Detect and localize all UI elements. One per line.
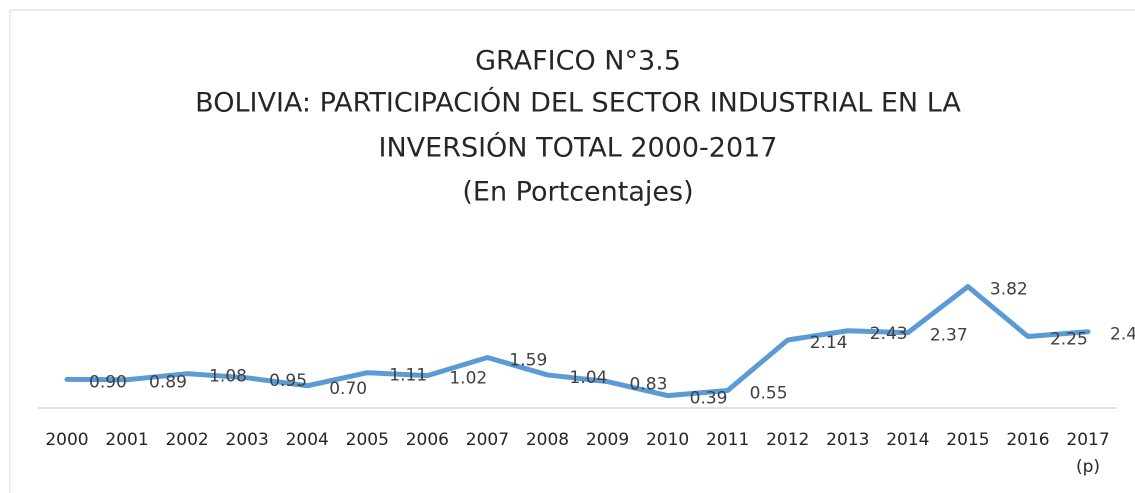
x-tick-label: 2001 (105, 430, 148, 450)
data-label: 2.40 (1110, 325, 1135, 345)
x-tick-label: 2014 (886, 430, 929, 450)
data-label: 2.37 (930, 326, 968, 346)
data-label: 0.89 (149, 373, 187, 393)
data-label: 0.95 (269, 371, 307, 391)
data-label: 1.04 (569, 368, 607, 388)
x-tick-label: 2016 (1006, 430, 1049, 450)
x-tick-label: 2013 (826, 430, 869, 450)
data-label: 1.02 (449, 369, 487, 389)
x-tick-label: 2007 (466, 430, 509, 450)
x-tick-label: 2017 (p) (1066, 430, 1109, 477)
x-tick-label: 2008 (526, 430, 569, 450)
x-tick-label: 2011 (706, 430, 749, 450)
data-label: 2.25 (1050, 330, 1088, 350)
x-tick-label: 2004 (286, 430, 329, 450)
x-tick-label: 2000 (45, 430, 88, 450)
data-label: 2.14 (810, 333, 848, 353)
chart-border (9, 9, 1135, 493)
x-tick-label: 2002 (165, 430, 208, 450)
data-label: 0.55 (750, 384, 788, 404)
data-label: 2.43 (870, 324, 908, 344)
x-tick-label: 2005 (346, 430, 389, 450)
x-tick-label: 2012 (766, 430, 809, 450)
data-label: 0.90 (89, 372, 127, 392)
data-label: 0.83 (630, 375, 668, 395)
chart-title: BOLIVIA: PARTICIPACIÓN DEL SECTOR INDUST… (195, 87, 961, 119)
data-line (64, 284, 1091, 399)
chart-title: GRAFICO N°3.5 (475, 46, 681, 77)
data-label: 1.59 (509, 350, 547, 370)
x-tick-label: 2010 (646, 430, 689, 450)
chart-title: INVERSIÓN TOTAL 2000-2017 (379, 132, 778, 164)
x-tick-label: 2015 (946, 430, 989, 450)
x-tick-label: 2003 (226, 430, 269, 450)
x-tick-label: 2006 (406, 430, 449, 450)
x-tick-label: 2009 (586, 430, 629, 450)
data-label: 1.11 (389, 366, 427, 386)
data-label: 3.82 (990, 280, 1028, 300)
data-label: 0.39 (690, 389, 728, 409)
data-label: 0.70 (329, 379, 367, 399)
data-label: 1.08 (209, 367, 247, 387)
chart-subtitle: (En Portcentajes) (462, 177, 693, 208)
